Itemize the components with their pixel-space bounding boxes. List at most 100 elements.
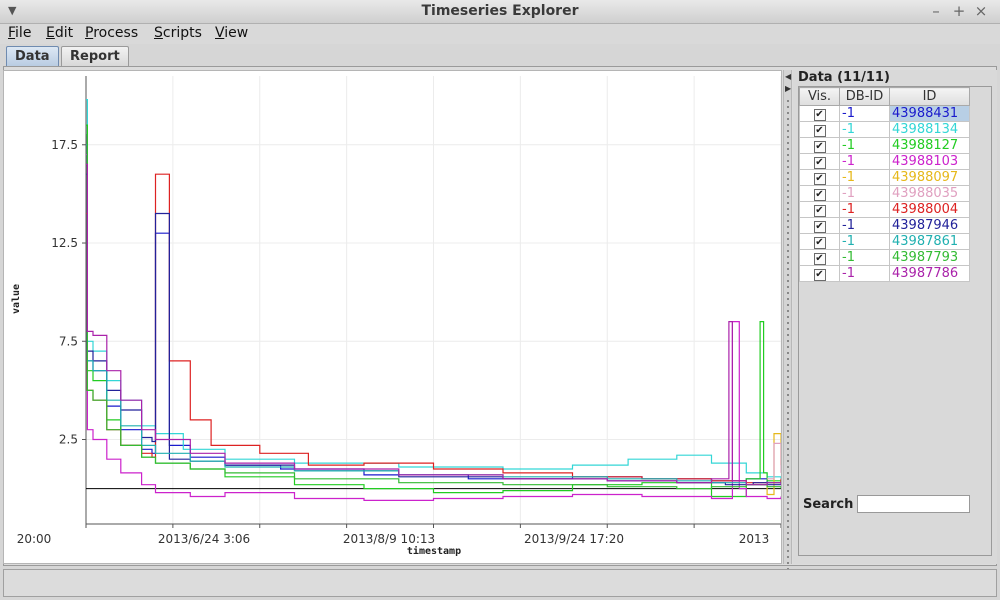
divider-grip-dot <box>787 166 789 168</box>
divider-grip-dot <box>787 520 789 522</box>
status-bar <box>3 569 997 597</box>
collapse-right-icon[interactable]: ◀ <box>785 72 792 81</box>
close-icon[interactable]: × <box>974 2 988 20</box>
id-cell: 43988103 <box>889 153 970 170</box>
divider-grip-dot <box>787 370 789 372</box>
divider-grip-dot <box>787 484 789 486</box>
divider-grip-dot <box>787 340 789 342</box>
visibility-checkbox[interactable]: ✔ <box>813 189 826 201</box>
menu-file[interactable]: File <box>8 25 32 41</box>
dbid-cell: -1 <box>839 169 890 186</box>
series-line <box>86 163 781 486</box>
divider-grip-dot <box>787 238 789 240</box>
divider-grip-dot <box>787 430 789 432</box>
visibility-checkbox[interactable]: ✔ <box>813 269 826 281</box>
divider-grip-dot <box>787 280 789 282</box>
series-row[interactable]: ✔ -1 43987786 <box>799 265 970 282</box>
visibility-checkbox[interactable]: ✔ <box>813 141 826 153</box>
id-cell: 43988097 <box>889 169 970 186</box>
visibility-checkbox[interactable]: ✔ <box>813 253 826 265</box>
divider-grip-dot <box>787 334 789 336</box>
menu-edit[interactable]: Edit <box>46 25 74 41</box>
tab-data[interactable]: Data <box>6 46 59 66</box>
visibility-checkbox[interactable]: ✔ <box>813 173 826 185</box>
menu-view[interactable]: View <box>215 25 249 41</box>
maximize-icon[interactable]: + <box>952 2 966 20</box>
dbid-cell: -1 <box>839 217 890 234</box>
divider-grip-dot <box>787 148 789 150</box>
divider-grip-dot <box>787 286 789 288</box>
visibility-checkbox[interactable]: ✔ <box>813 125 826 137</box>
window-menu-icon[interactable]: ▼ <box>8 4 17 17</box>
series-row[interactable]: ✔ -1 43988035 <box>799 185 970 202</box>
tab-report[interactable]: Report <box>61 46 129 66</box>
series-row[interactable]: ✔ -1 43987946 <box>799 217 970 234</box>
split-divider[interactable]: ◀ ▶ <box>783 70 792 576</box>
divider-grip-dot <box>787 322 789 324</box>
divider-grip-dot <box>787 196 789 198</box>
id-cell: 43988134 <box>889 121 970 138</box>
divider-grip-dot <box>787 124 789 126</box>
divider-grip-dot <box>787 112 789 114</box>
visibility-checkbox[interactable]: ✔ <box>813 221 826 233</box>
visibility-checkbox[interactable]: ✔ <box>813 157 826 169</box>
menu-bar: File Edit Process Scripts View <box>0 24 1000 44</box>
dbid-cell: -1 <box>839 185 890 202</box>
divider-grip-dot <box>787 556 789 558</box>
series-table: Vis. DB-ID ID ✔ -1 43988431 ✔ -1 43988134 ✔ -1 4… <box>799 87 970 282</box>
id-cell: 43987793 <box>889 249 970 266</box>
divider-grip-dot <box>787 214 789 216</box>
divider-grip-dot <box>787 472 789 474</box>
search-input[interactable] <box>857 495 970 513</box>
series-line <box>86 124 781 498</box>
visibility-checkbox[interactable]: ✔ <box>813 109 826 121</box>
divider-grip-dot <box>787 100 789 102</box>
divider-grip-dot <box>787 178 789 180</box>
menu-scripts[interactable]: Scripts <box>154 25 202 41</box>
id-cell: 43987861 <box>889 233 970 250</box>
window-title: Timeseries Explorer <box>421 3 579 19</box>
series-row[interactable]: ✔ -1 43988103 <box>799 153 970 170</box>
id-cell: 43987786 <box>889 265 970 282</box>
series-row[interactable]: ✔ -1 43987861 <box>799 233 970 250</box>
dbid-cell: -1 <box>839 121 890 138</box>
menu-process[interactable]: Process <box>85 25 139 41</box>
minimize-icon[interactable]: – <box>932 2 940 20</box>
series-row[interactable]: ✔ -1 43988127 <box>799 137 970 154</box>
series-row[interactable]: ✔ -1 43988097 <box>799 169 970 186</box>
divider-grip-dot <box>787 226 789 228</box>
collapse-left-icon[interactable]: ▶ <box>785 84 792 93</box>
series-row[interactable]: ✔ -1 43988431 <box>799 105 970 122</box>
divider-grip-dot <box>787 310 789 312</box>
divider-grip-dot <box>787 292 789 294</box>
column-header-id[interactable]: ID <box>889 87 970 106</box>
timeseries-chart[interactable]: 2.5 7.5 12.5 17.5 20:00 2013/6/24 3:06 2013/8/… <box>4 71 781 563</box>
divider-grip-dot <box>787 298 789 300</box>
tab-strip: Data Report <box>0 45 1000 67</box>
series-row[interactable]: ✔ -1 43988134 <box>799 121 970 138</box>
data-panel: Data (11/11) Vis. DB-ID ID ✔ -1 43988431 ✔ -… <box>793 70 997 564</box>
visibility-cell: ✔ <box>799 137 840 154</box>
series-row[interactable]: ✔ -1 43987793 <box>799 249 970 266</box>
divider-grip-dot <box>787 268 789 270</box>
divider-grip-dot <box>787 256 789 258</box>
column-header-vis[interactable]: Vis. <box>799 87 840 106</box>
series-line <box>767 442 781 480</box>
divider-grip-dot <box>787 514 789 516</box>
id-cell: 43988035 <box>889 185 970 202</box>
visibility-cell: ✔ <box>799 265 840 282</box>
chart-panel[interactable]: 2.5 7.5 12.5 17.5 20:00 2013/6/24 3:06 2013/8/… <box>3 70 782 564</box>
divider-grip-dot <box>787 274 789 276</box>
visibility-checkbox[interactable]: ✔ <box>813 205 826 217</box>
divider-grip-dot <box>787 364 789 366</box>
divider-grip-dot <box>787 190 789 192</box>
id-cell: 43988431 <box>889 105 970 122</box>
divider-grip-dot <box>787 508 789 510</box>
y-axis-label: value <box>11 284 22 314</box>
visibility-checkbox[interactable]: ✔ <box>813 237 826 249</box>
x-tick-label: 20:00 <box>17 532 52 546</box>
visibility-cell: ✔ <box>799 201 840 218</box>
series-row[interactable]: ✔ -1 43988004 <box>799 201 970 218</box>
column-header-dbid[interactable]: DB-ID <box>839 87 890 106</box>
dbid-cell: -1 <box>839 153 890 170</box>
